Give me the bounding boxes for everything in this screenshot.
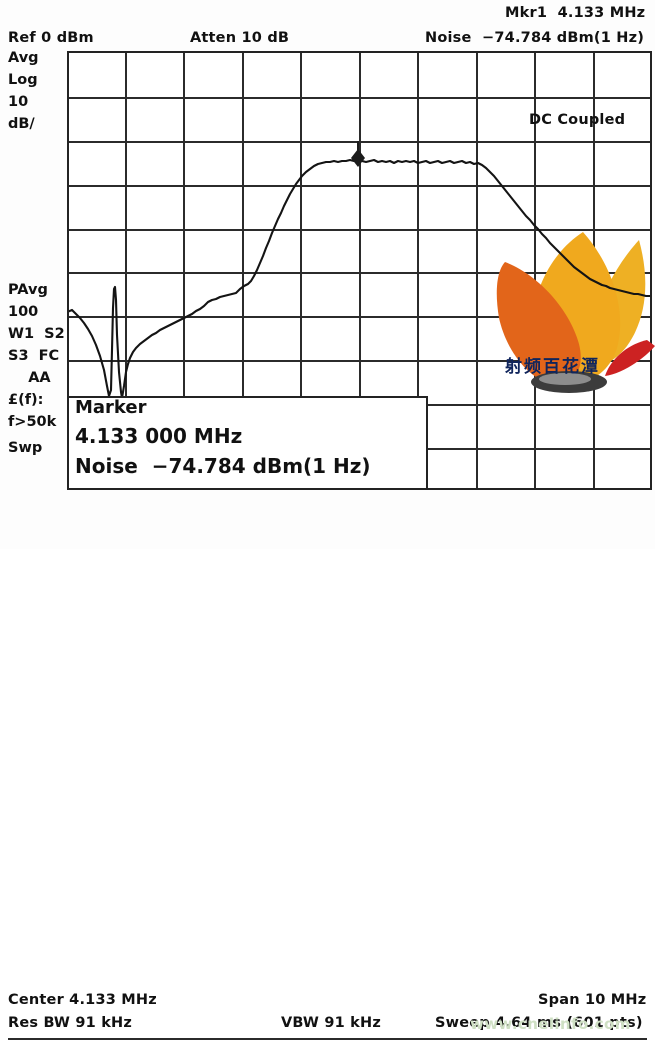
gridline-horizontal [69, 272, 650, 274]
center-frequency-label: Center 4.133 MHz [8, 992, 157, 1008]
left-annotation-phase-noise: £(f): [8, 392, 44, 408]
reference-level-label: Ref 0 dBm [8, 30, 94, 46]
gridline-horizontal [69, 185, 650, 187]
left-annotation-aa: AA [8, 370, 51, 386]
marker-box-frequency: 4.133 000 MHz [75, 424, 243, 448]
gridline-horizontal [69, 97, 650, 99]
left-annotation-f-gt-50k: f>50k [8, 414, 57, 430]
dc-coupled-label: DC Coupled [529, 112, 626, 128]
gridline-horizontal [69, 316, 650, 318]
gridline-horizontal [69, 141, 650, 143]
marker-box-noise: Noise −74.784 dBm(1 Hz) [75, 454, 371, 478]
vbw-label: VBW 91 kHz [281, 1015, 381, 1031]
watermark-brand-text: 射频百花潭 [505, 357, 600, 377]
marker-readout-box: Marker 4.133 000 MHz Noise −74.784 dBm(1… [67, 396, 428, 490]
left-annotation-avg: Avg [8, 50, 39, 66]
watermark-url: www.cnelinfo.com [470, 1015, 631, 1033]
gridline-horizontal [69, 229, 650, 231]
left-annotation-scale: 10 [8, 94, 29, 110]
span-label: Span 10 MHz [538, 992, 647, 1008]
spectrum-analyzer-screen: Mkr1 4.133 MHz Ref 0 dBm Atten 10 dB Noi… [0, 5, 655, 1040]
left-annotation-w1-s2: W1 S2 [8, 326, 65, 342]
left-annotation-pavg: PAvg [8, 282, 48, 298]
marker-box-title: Marker [75, 397, 147, 418]
attenuation-label: Atten 10 dB [190, 30, 290, 46]
res-bw-label: Res BW 91 kHz [8, 1015, 133, 1031]
marker-header-readout: Mkr1 4.133 MHz [505, 5, 646, 21]
left-annotation-s3-fc: S3 FC [8, 348, 60, 364]
gridline-vertical [476, 53, 478, 488]
noise-marker-readout: Noise −74.784 dBm(1 Hz) [425, 30, 645, 46]
left-annotation-avg-count: 100 [8, 304, 39, 320]
left-annotation-swp: Swp [8, 440, 43, 456]
left-annotation-db-div: dB/ [8, 116, 35, 132]
status-bar: Center 4.133 MHz Span 10 MHz Res BW 91 k… [0, 495, 655, 1040]
left-annotation-log: Log [8, 72, 38, 88]
